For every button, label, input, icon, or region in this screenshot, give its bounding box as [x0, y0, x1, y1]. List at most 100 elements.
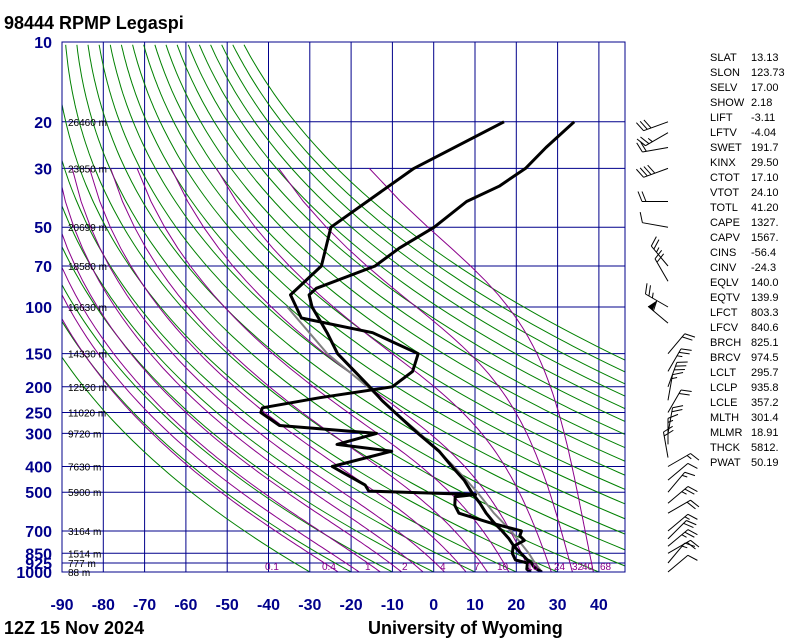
barb-flag	[643, 166, 652, 175]
time-label: 12Z 15 Nov 2024	[4, 618, 144, 638]
barb-flag	[653, 239, 660, 250]
index-value: -24.3	[751, 262, 776, 274]
index-value: 50.19	[751, 457, 779, 469]
pressure-tick-label: 925	[25, 556, 52, 573]
temperature-tick-label: 0	[429, 597, 438, 614]
temperature-tick-label: -90	[50, 597, 73, 614]
dry-adiabat	[62, 158, 518, 572]
moist-adiabat	[278, 168, 573, 572]
temperature-tick-label: -80	[92, 597, 115, 614]
barb-flag	[640, 141, 647, 152]
moist-adiabat	[62, 293, 361, 572]
index-name: LFCT	[710, 307, 738, 319]
index-value: 1327.	[751, 217, 779, 229]
barb-staff	[662, 431, 669, 458]
mixing-ratio-label: 16	[527, 562, 539, 573]
barb-staff	[645, 132, 669, 147]
index-value: 123.73	[751, 67, 785, 79]
height-label: 88 m	[68, 568, 90, 579]
mixing-ratio-label: 1	[365, 562, 371, 573]
barb-flag	[644, 283, 648, 295]
barb-staff	[667, 362, 678, 387]
wind-barbs	[636, 119, 700, 573]
barb-flag	[680, 348, 692, 351]
barb-flag	[684, 531, 695, 538]
barb-flag	[639, 212, 643, 223]
index-name: LFCV	[710, 322, 739, 334]
height-label: 9720 m	[68, 429, 101, 440]
barb-staff	[667, 471, 686, 493]
index-value: -3.11	[751, 112, 775, 124]
pressure-tick-label: 150	[25, 347, 52, 364]
index-value: 301.4	[751, 412, 779, 424]
station-title: 98444 RPMP Legaspi	[4, 13, 184, 33]
dry-adiabat	[62, 356, 311, 572]
barb-flag	[676, 361, 688, 363]
index-name: CAPE	[710, 217, 740, 229]
barb-flag	[687, 529, 698, 536]
barb-flag	[678, 392, 690, 396]
index-name: TOTL	[710, 202, 738, 214]
moist-adiabat	[62, 317, 340, 572]
index-name: EQTV	[710, 292, 741, 304]
barb-flag	[648, 285, 651, 297]
index-value: 140.0	[751, 277, 779, 289]
wind-barb	[667, 413, 679, 445]
dry-adiabat	[187, 44, 625, 422]
height-label: 26460 m	[68, 118, 107, 129]
temperature-tick-label: 30	[549, 597, 567, 614]
barb-flag	[636, 142, 643, 153]
temperature-line	[307, 120, 576, 572]
index-value: 41.20	[751, 202, 779, 214]
barb-flag	[687, 486, 698, 493]
plot-frame	[61, 41, 626, 573]
mixing-ratio-label: 7	[474, 562, 480, 573]
barb-half	[667, 419, 674, 423]
index-value: 974.5	[751, 352, 779, 364]
index-value: 13.13	[751, 52, 779, 64]
wind-barb	[636, 119, 669, 132]
barb-half	[681, 545, 688, 549]
height-label: 23850 m	[68, 164, 107, 175]
height-label: 16630 m	[68, 303, 107, 314]
pressure-tick-label: 250	[25, 405, 52, 422]
moist-adiabat	[368, 168, 594, 572]
height-label: 12520 m	[68, 383, 107, 394]
index-name: PWAT	[710, 457, 741, 469]
height-label: 777 m	[68, 559, 96, 570]
height-label: 5900 m	[68, 488, 101, 499]
indices-table: SLAT 13.13 SLON 123.73 SELV 17.00 SHOW 2.18 LIFT…	[710, 52, 785, 469]
index-name: LFTV	[710, 127, 738, 139]
dry-adiabat	[120, 44, 625, 505]
height-label: 18580 m	[68, 262, 107, 273]
index-name: LCLE	[710, 397, 738, 409]
temperature-tick-label: -10	[381, 597, 404, 614]
wind-barb	[667, 499, 700, 514]
moist-adiabat	[89, 168, 467, 572]
moist-adiabat	[62, 232, 403, 572]
temperature-tick-label: -70	[133, 597, 156, 614]
mixing-ratio-label: 2	[402, 562, 408, 573]
barb-half	[686, 455, 692, 460]
barb-half	[651, 292, 654, 299]
index-name: LIFT	[710, 112, 733, 124]
pressure-tick-label: 70	[34, 259, 52, 276]
index-name: MLMR	[710, 427, 742, 439]
index-value: -56.4	[751, 247, 776, 259]
index-name: LCLP	[710, 382, 738, 394]
pressure-tick-label: 50	[34, 220, 52, 237]
temperature-tick-label: 40	[590, 597, 608, 614]
index-name: EQLV	[710, 277, 739, 289]
barb-staff	[667, 374, 674, 401]
pressure-tick-label: 850	[25, 546, 52, 563]
barb-flag	[690, 499, 700, 508]
barb-half	[684, 516, 690, 520]
temperature-tick-label: 10	[466, 597, 484, 614]
barb-flag	[636, 168, 644, 178]
moist-adiabat	[71, 168, 446, 572]
dry-adiabat	[176, 44, 625, 435]
index-value: 24.10	[751, 187, 779, 199]
index-value: 5812.	[751, 442, 779, 454]
wind-barb	[667, 471, 696, 493]
